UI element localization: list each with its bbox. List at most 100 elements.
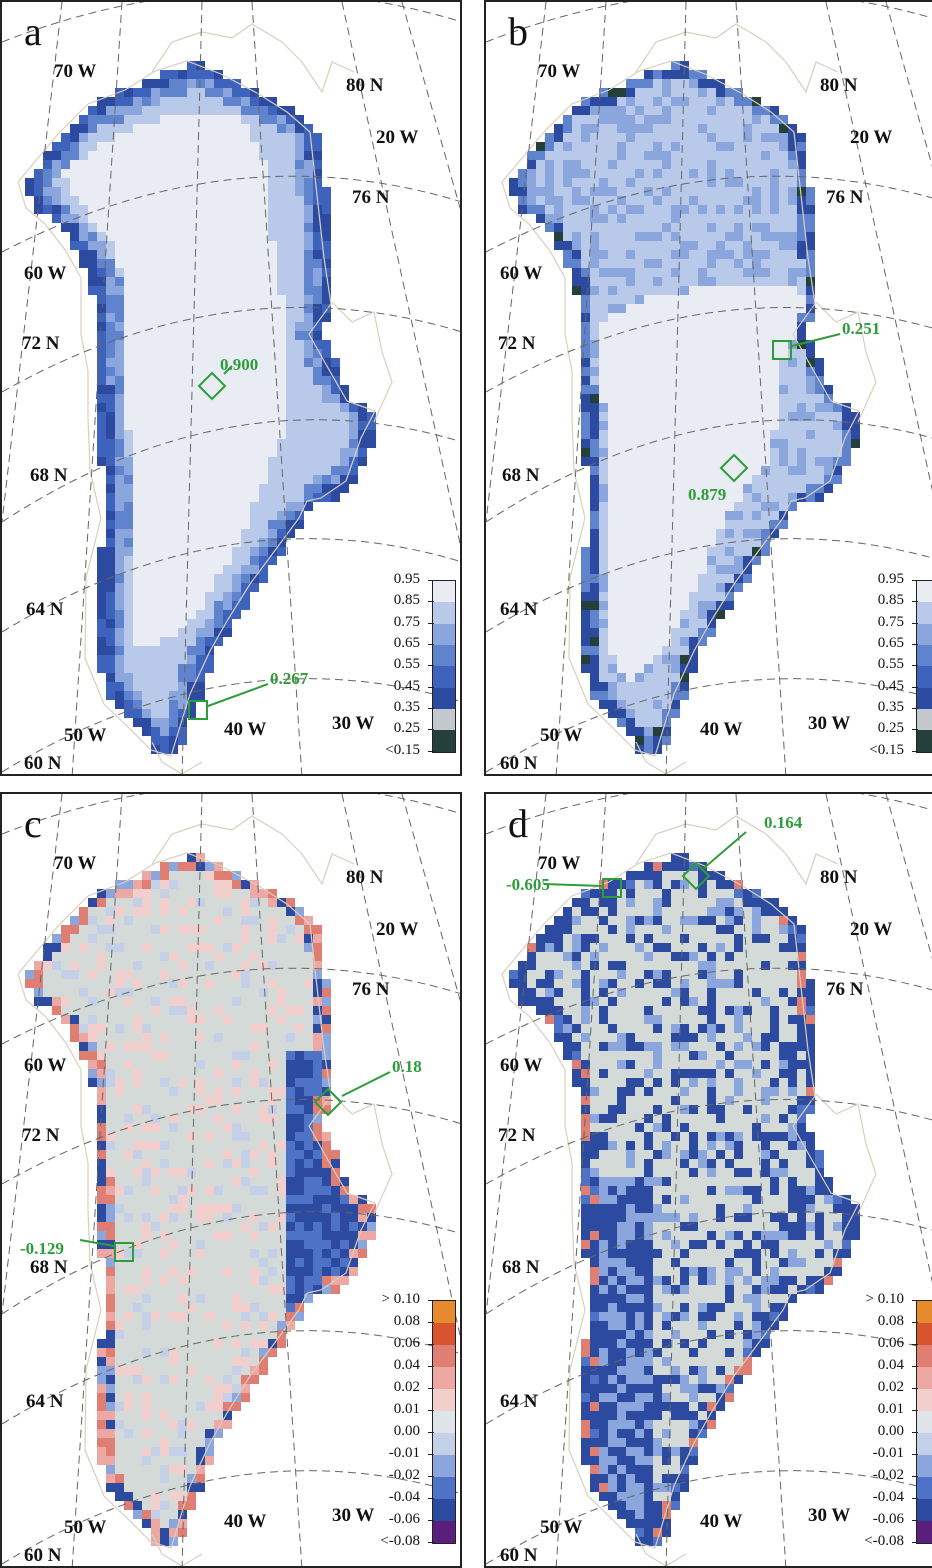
- legend-tick-label: 0.35: [877, 699, 904, 715]
- legend-tick-label: 0.55: [393, 656, 420, 673]
- legend-tick: [912, 1432, 918, 1433]
- legend-tick: [428, 1388, 434, 1389]
- legend-tick-label: -0.01: [388, 1445, 420, 1461]
- legend-tick-label: -0.06: [388, 1511, 420, 1527]
- legend-swatch: [433, 1455, 455, 1477]
- legend-tick: [428, 1498, 434, 1499]
- albedo-cells: [25, 61, 376, 754]
- legend-tick: [912, 750, 918, 752]
- legend-tick-label: 0.75: [393, 613, 420, 630]
- label-68n: 68 N: [502, 465, 540, 486]
- legend-tick-label: 0.01: [877, 1401, 904, 1417]
- label-72n: 72 N: [22, 333, 60, 354]
- legend-tick-label: 0.02: [877, 1379, 904, 1395]
- annotation-value: 0.900: [220, 355, 259, 374]
- legend-tick-label: -0.02: [872, 1467, 904, 1483]
- albedo-cells: [509, 61, 860, 754]
- label-60n: 60 N: [500, 1545, 538, 1566]
- legend-tick: [912, 1476, 918, 1477]
- label-60w: 60 W: [24, 1055, 67, 1076]
- legend-swatch: [917, 730, 932, 752]
- label-68n: 68 N: [30, 465, 68, 486]
- label-60w: 60 W: [24, 263, 67, 284]
- annotation-markers: [543, 831, 747, 898]
- legend-tick: [428, 665, 434, 667]
- label-20w: 20 W: [376, 127, 419, 148]
- legend-swatch: [433, 666, 455, 688]
- annotation-value: 0.267: [270, 669, 309, 688]
- coastline: [17, 23, 393, 774]
- legend-tick: [912, 1520, 918, 1521]
- coastline: [17, 815, 393, 1566]
- legend-tick: [912, 686, 918, 688]
- legend-swatch: [433, 709, 455, 731]
- legend-tick-label: 0.00: [393, 1423, 420, 1439]
- coastline: [501, 815, 877, 1566]
- legend-swatch: [433, 1521, 455, 1543]
- annotation-value: -0.605: [506, 875, 550, 894]
- label-76n: 76 N: [352, 187, 390, 208]
- legend-color-bar: [916, 1300, 932, 1544]
- coastline: [501, 23, 877, 774]
- legend-swatch: [433, 1367, 455, 1389]
- legend-tick-label: <0.15: [385, 741, 420, 758]
- panel-letter: b: [508, 9, 528, 54]
- legend-swatch: [917, 1455, 932, 1477]
- legend-tick: [912, 665, 918, 667]
- panel-letter: a: [24, 9, 42, 54]
- legend-tick-label: 0.08: [393, 1313, 420, 1329]
- label-50w: 50 W: [64, 725, 107, 746]
- label-60w: 60 W: [500, 1055, 543, 1076]
- legend-swatch: [917, 1433, 932, 1455]
- legend-tick: [428, 729, 434, 731]
- label-72n: 72 N: [498, 333, 536, 354]
- legend-tick: [428, 622, 434, 624]
- legend-tick-label: > 0.10: [865, 1291, 904, 1307]
- legend-swatch: [433, 1345, 455, 1367]
- legend-tick-label: 0.35: [393, 699, 420, 715]
- legend-tick: [428, 1520, 434, 1521]
- graticule: [2, 794, 460, 1566]
- label-20w: 20 W: [850, 127, 893, 148]
- greenland-map: [486, 2, 932, 774]
- legend-swatch: [917, 1521, 932, 1543]
- annotation-markers: [79, 1071, 391, 1262]
- legend-tick-label: -0.04: [872, 1489, 904, 1505]
- legend-tick-label: 0.00: [877, 1423, 904, 1439]
- legend-swatch: [433, 1499, 455, 1521]
- legend-swatch: [917, 1477, 932, 1499]
- legend-tick: [428, 1366, 434, 1367]
- legend-tick: [428, 1300, 434, 1301]
- legend-color-bar: [916, 580, 932, 753]
- albedo-cells: [509, 853, 860, 1546]
- legend-tick: [912, 580, 918, 581]
- label-60w: 60 W: [500, 263, 543, 284]
- legend-tick: [912, 708, 918, 709]
- label-76n: 76 N: [826, 979, 864, 1000]
- legend-tick: [428, 750, 434, 752]
- label-30w: 30 W: [332, 713, 375, 734]
- annotation-markers: [188, 365, 269, 720]
- legend-tick-label: 0.25: [393, 720, 420, 737]
- label-60n: 60 N: [24, 753, 62, 774]
- legend-tick: [912, 644, 918, 645]
- label-64n: 64 N: [500, 599, 538, 620]
- label-50w: 50 W: [540, 725, 583, 746]
- label-40w: 40 W: [224, 719, 267, 740]
- legend-swatch: [917, 602, 932, 624]
- label-68n: 68 N: [30, 1257, 68, 1278]
- color-legend: 0.95 0.85 0.75 0.65 0.55 0.45 0.35 0.25 <0.15: [830, 572, 932, 774]
- legend-tick: [912, 1366, 918, 1367]
- label-72n: 72 N: [22, 1125, 60, 1146]
- legend-swatch: [917, 1367, 932, 1389]
- legend-tick-label: 0.04: [877, 1357, 904, 1373]
- label-40w: 40 W: [700, 1511, 743, 1532]
- legend-swatch: [433, 1411, 455, 1433]
- legend-tick: [428, 1322, 434, 1323]
- annotation-value: 0.18: [392, 1057, 422, 1076]
- legend-tick-label: 0.85: [877, 592, 904, 609]
- legend-tick: [428, 644, 434, 645]
- legend-tick: [912, 729, 918, 731]
- legend-tick-label: 0.04: [393, 1357, 420, 1373]
- legend-tick-label: -0.06: [872, 1511, 904, 1527]
